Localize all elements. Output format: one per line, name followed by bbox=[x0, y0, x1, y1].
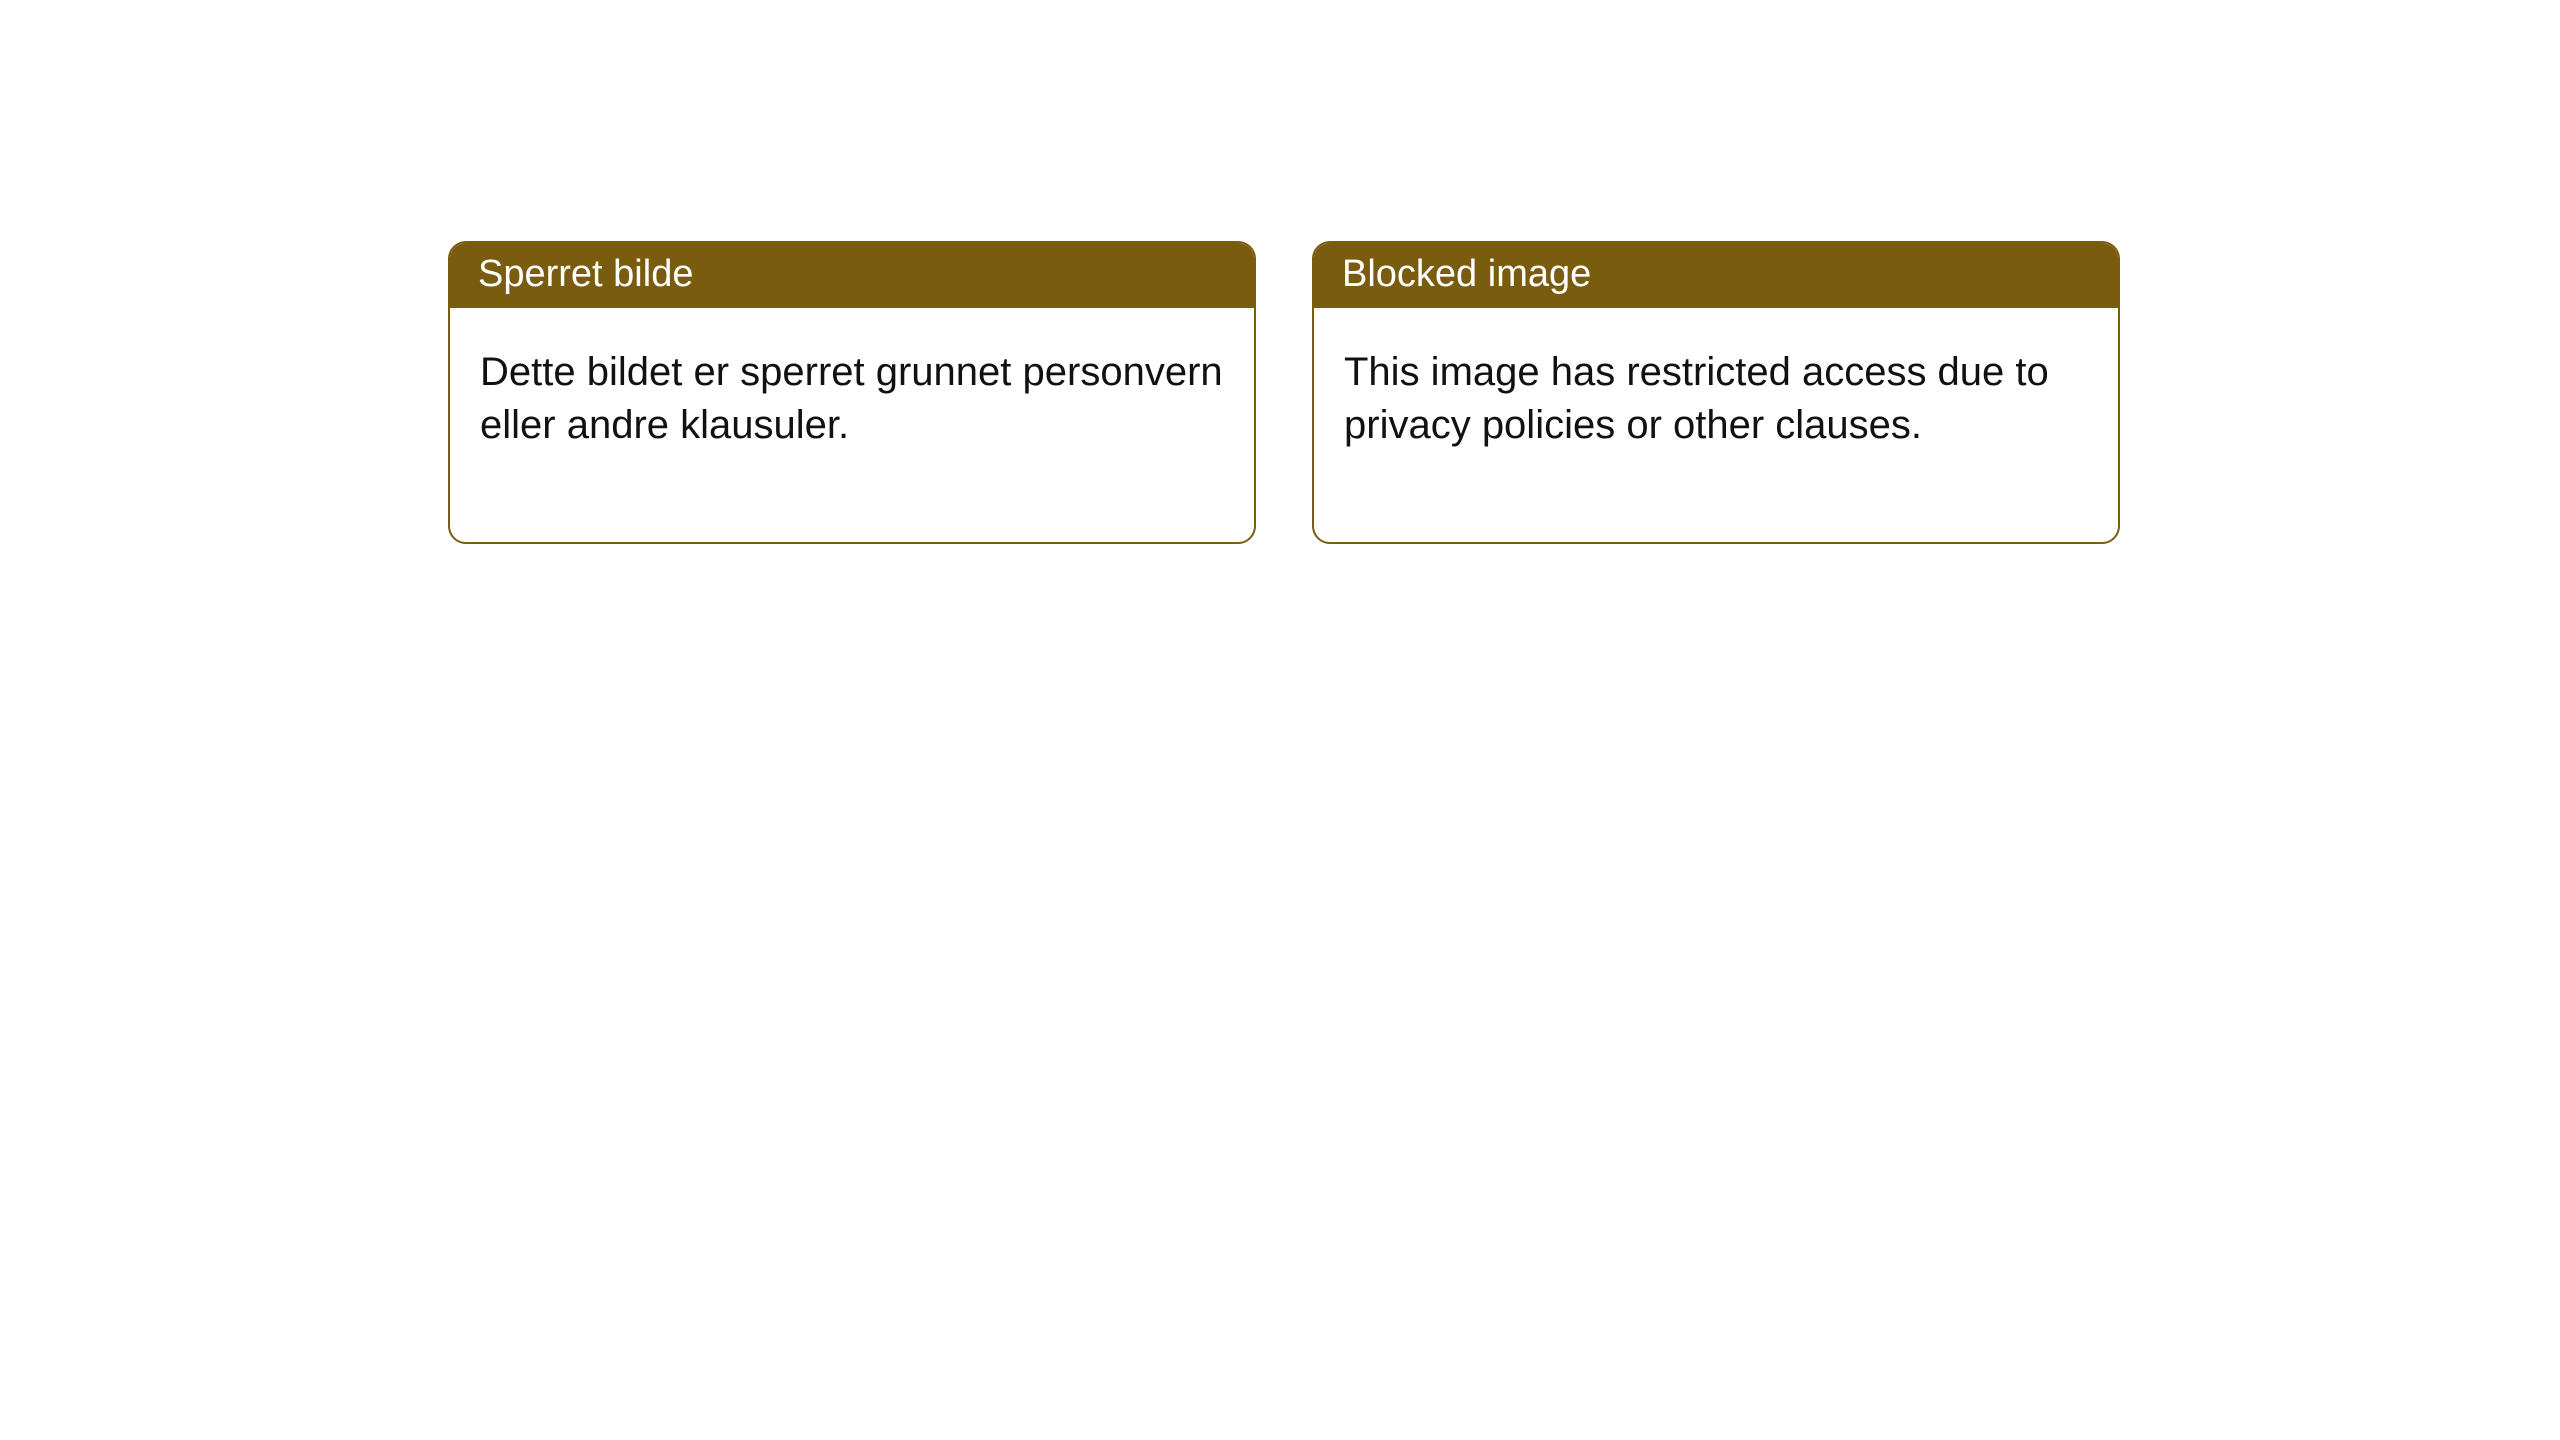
notice-card-english: Blocked image This image has restricted … bbox=[1312, 241, 2120, 544]
notice-title-norwegian: Sperret bilde bbox=[450, 243, 1254, 308]
notice-title-english: Blocked image bbox=[1314, 243, 2118, 308]
notice-message-english: This image has restricted access due to … bbox=[1314, 308, 2118, 542]
notice-card-norwegian: Sperret bilde Dette bildet er sperret gr… bbox=[448, 241, 1256, 544]
notice-container: Sperret bilde Dette bildet er sperret gr… bbox=[0, 0, 2560, 544]
notice-message-norwegian: Dette bildet er sperret grunnet personve… bbox=[450, 308, 1254, 542]
